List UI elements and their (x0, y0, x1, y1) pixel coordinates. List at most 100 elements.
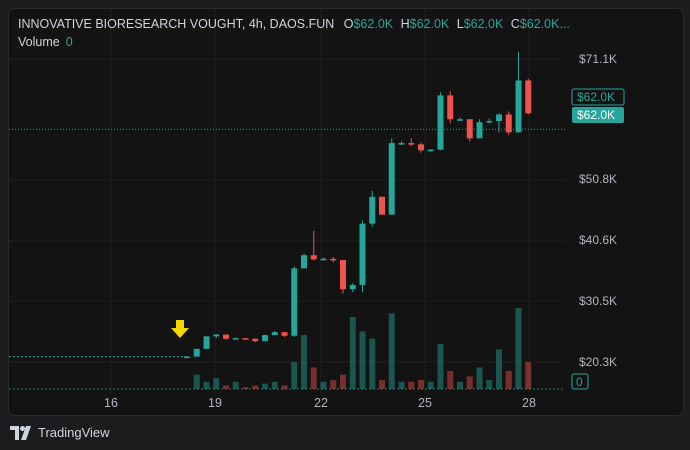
volume-bar (281, 385, 288, 389)
tradingview-logo-icon (10, 425, 31, 440)
legend-low-label: L (456, 17, 464, 31)
candle-body (476, 122, 483, 139)
volume-bar (515, 308, 522, 389)
volume-bar (291, 362, 298, 389)
volume-bar (505, 371, 512, 389)
time-tick-label: 25 (418, 396, 432, 410)
candle-body (223, 334, 229, 339)
time-tick-label: 22 (314, 396, 328, 410)
time-tick-label: 28 (522, 396, 536, 410)
candle-body (437, 95, 444, 150)
legend-open-label: O (343, 17, 354, 31)
volume-axis-label: 0 (576, 375, 583, 389)
candlestick-chart[interactable]: $71.1K $50.8K $40.6K $30.5K $20.3K $62.0K $62.… (9, 9, 683, 415)
volume-bar (301, 335, 307, 389)
candle-body (213, 334, 220, 337)
candle-body (271, 332, 278, 336)
legend-close-value: $62.0K... (519, 17, 570, 31)
volume-bar (213, 378, 220, 389)
volume-bar (320, 381, 327, 389)
time-tick-label: 19 (208, 396, 222, 410)
volume-bar (379, 380, 385, 389)
candle-body (457, 119, 463, 121)
chart-legend: INNOVATIVE BIORESEARCH VOUGHT, 4h, DAOS.… (18, 17, 570, 31)
candle-body (252, 338, 259, 342)
volume-value: 0 (65, 35, 73, 49)
listing-arrow-icon (171, 320, 189, 338)
volume-bar (262, 383, 268, 389)
candle-body (466, 119, 473, 139)
candle-body (525, 80, 532, 114)
volume-bar (193, 374, 200, 389)
volume-bar (496, 349, 502, 389)
candle-body (398, 143, 405, 145)
volume-bar (330, 380, 337, 389)
legend-title: INNOVATIVE BIORESEARCH VOUGHT, 4h, DAOS.… (18, 17, 335, 31)
volume-bar (418, 380, 424, 389)
candle-body (388, 143, 395, 215)
price-tick-label: $40.6K (579, 233, 617, 247)
volume-bar (437, 344, 444, 389)
price-tick-label: $30.5K (579, 294, 617, 308)
candle-body (184, 356, 190, 359)
price-tick-label: $71.1K (579, 52, 617, 66)
volume-bar (349, 317, 356, 389)
candle-body (330, 258, 337, 261)
tradingview-brand: TradingView (38, 425, 110, 440)
legend-close-label: C (510, 17, 520, 31)
volume-bar (271, 381, 278, 389)
candle-body (359, 223, 366, 286)
last-price-box (572, 107, 624, 123)
current-price-box (571, 88, 625, 106)
volume-bar (476, 367, 483, 389)
price-tick-label: $20.3K (579, 355, 617, 369)
tradingview-footer[interactable]: TradingView (10, 425, 110, 440)
candle-body (281, 332, 288, 336)
current-price-label: $62.0K (577, 90, 615, 104)
volume-bar (466, 376, 473, 389)
volume-bar (359, 331, 366, 389)
candle-body (193, 348, 200, 357)
volume-bar (398, 381, 405, 389)
volume-bar (310, 367, 317, 389)
volume-bar (486, 380, 493, 389)
volume-bar (447, 371, 454, 389)
legend-high-label: H (400, 17, 410, 31)
candle-body (291, 268, 298, 336)
candle-body (515, 80, 522, 133)
candle-body (301, 255, 307, 269)
volume-bar (223, 385, 229, 389)
volume-bar (369, 338, 376, 389)
price-tick-label: $50.8K (579, 172, 617, 186)
candle-body (505, 114, 512, 133)
candle-body (232, 338, 239, 340)
candle-body (486, 121, 493, 123)
volume-bar (340, 374, 346, 389)
time-tick-label: 16 (104, 396, 118, 410)
candle-body (340, 260, 346, 290)
candle-body (427, 149, 434, 152)
volume-bar (203, 381, 210, 389)
candle-body (310, 255, 317, 260)
candle-body (447, 95, 454, 120)
volume-bar (525, 362, 532, 389)
volume-label: Volume (18, 35, 60, 49)
candle-body (242, 338, 249, 340)
volume-bar (252, 385, 259, 389)
chart-frame: $71.1K $50.8K $40.6K $30.5K $20.3K $62.0K $62.… (8, 8, 684, 416)
volume-legend: Volume 0 (18, 35, 73, 49)
volume-bar (242, 387, 249, 389)
legend-low-value: $62.0K (463, 17, 504, 31)
legend-high-value: $62.0K (409, 17, 450, 31)
candle-body (379, 196, 385, 215)
candle-body (418, 144, 424, 151)
volume-bar (457, 381, 463, 389)
candle-body (369, 196, 376, 224)
candle-body (496, 114, 502, 122)
legend-open-value: $62.0K (353, 17, 394, 31)
volume-bar (388, 313, 395, 389)
candle-body (408, 143, 415, 145)
candle-body (320, 258, 327, 261)
last-price-label: $62.0K (577, 108, 615, 122)
candle-body (349, 285, 356, 290)
